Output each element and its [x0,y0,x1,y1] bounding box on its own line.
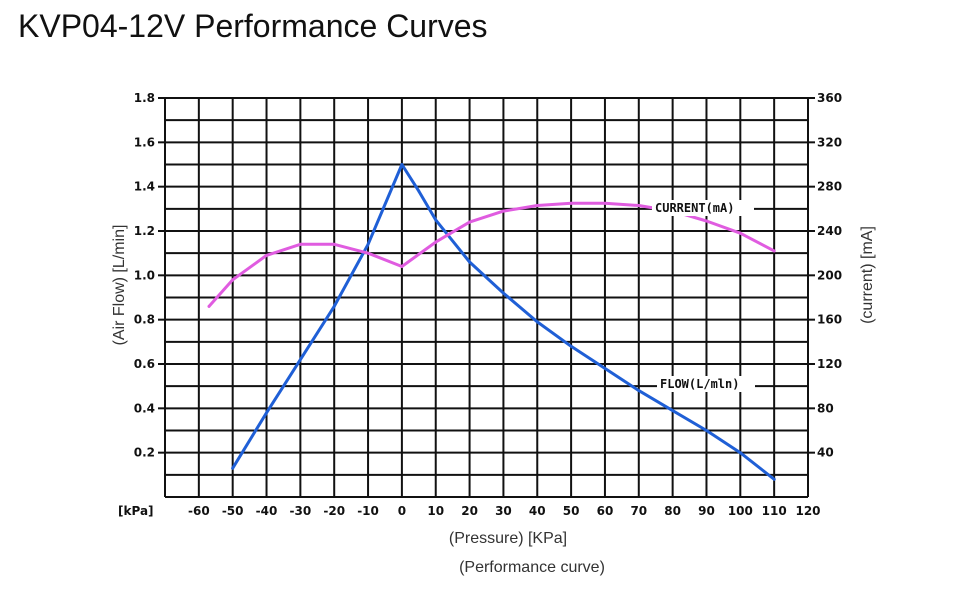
y-right-axis-title: (current) [mA] [859,226,876,324]
flow-l-min-data-point [332,304,336,308]
y-right-tick-label: 240 [817,224,842,238]
y-right-tick-label: 80 [817,401,834,415]
y-right-tick-label: 40 [817,446,834,460]
current-ma-data-point [603,201,607,205]
flow-l-min-data-point [468,260,471,264]
current-ma-data-point [231,278,235,282]
current-ma-data-point [207,304,211,308]
y-left-axis-title: (Air Flow) [L/min] [111,225,128,346]
y-left-tick-label: 0.8 [134,313,155,327]
series-label: CURRENT(mA) [655,201,734,215]
flow-l-min-data-point [569,344,573,348]
y-left-tick-label: 1.8 [134,91,155,105]
x-tick-label: 110 [762,504,787,518]
chart-caption: (Performance curve) [459,559,605,576]
page-title: KVP04-12V Performance Curves [18,8,488,44]
x-tick-label: 10 [427,504,444,518]
flow-l-min-series-line [231,163,776,481]
current-ma-data-point [772,249,776,253]
x-tick-label: 60 [597,504,614,518]
current-ma-data-point [468,220,471,224]
x-unit-label: [kPa] [118,504,154,518]
x-tick-label: -60 [188,504,210,518]
flow-l-min-data-point [400,163,404,166]
current-ma-data-point [400,265,404,268]
series-label-background [657,376,755,392]
y-left-tick-label: 0.4 [134,401,155,415]
current-ma-data-point [535,204,539,207]
current-ma-data-point [569,201,573,205]
current-ma-data-point [637,204,641,207]
x-tick-label: 70 [630,504,647,518]
flow-l-min-data-point [603,367,607,370]
x-tick-label: 40 [529,504,546,518]
grid [164,97,809,498]
labels: CURRENT(mA) FLOW(L/mln) [652,200,755,392]
current-ma-data-point [434,240,438,244]
current-ma-data-point [705,219,708,223]
flow-l-min-data-point [772,477,776,481]
current-ma-data-point [502,209,505,213]
x-tick-label: -10 [357,504,379,518]
flow-l-min-data-point [366,242,370,246]
y-left-tick-label: 1.0 [134,268,155,282]
x-tick-label: 100 [728,504,753,518]
x-tick-label: 80 [664,504,681,518]
current-ma-series-line [207,201,776,308]
current-ma-data-point [332,242,336,246]
x-tick-label: -30 [290,504,312,518]
y-right-tick-label: 280 [817,180,842,194]
x-tick-label: 120 [795,504,820,518]
flow-l-min-data-point [265,411,268,415]
x-tick-label: 90 [698,504,715,518]
flow-l-min-data-point [705,429,708,432]
current-ma-data-point [366,251,370,255]
y-right-tick-label: 200 [817,268,842,282]
flow-l-min-data-point [535,320,539,324]
flow-l-min-data-point [298,358,302,361]
y-right-tick-label: 120 [817,357,842,371]
y-right-tick-label: 320 [817,135,842,149]
x-tick-label: 30 [495,504,512,518]
y-left-tick-label: 0.6 [134,357,155,371]
flow-l-min-data-point [671,409,675,412]
x-tick-label: -50 [222,504,244,518]
x-tick-label: 20 [461,504,478,518]
x-axis-title: (Pressure) [KPa] [449,530,567,547]
series-label-background [652,200,754,216]
current-ma-data-point [298,242,302,246]
flow-l-min-data-point [231,466,235,470]
current-ma-data-point [265,253,268,257]
y-left-tick-label: 1.2 [134,224,155,238]
series-label: FLOW(L/mln) [660,377,739,391]
x-tick-label: -40 [256,504,278,518]
x-tick-label: 50 [563,504,580,518]
y-right-tick-label: 160 [817,313,842,327]
flow-l-min-data-point [637,389,641,392]
y-left-tick-label: 1.4 [134,180,155,194]
flow-l-min-data-point [417,189,421,193]
flow-l-min-data-point [434,218,438,222]
x-tick-label: -20 [323,504,345,518]
x-tick-label: 0 [398,504,406,518]
current-ma-data-point [738,231,742,235]
axes: 0.20.40.60.81.01.21.41.61.84080120160200… [134,91,842,518]
flow-l-min-data-point [502,291,505,295]
flow-l-min-data-point [738,451,742,455]
y-left-tick-label: 0.2 [134,446,155,460]
y-right-tick-label: 360 [817,91,842,105]
y-left-tick-label: 1.6 [134,135,155,149]
